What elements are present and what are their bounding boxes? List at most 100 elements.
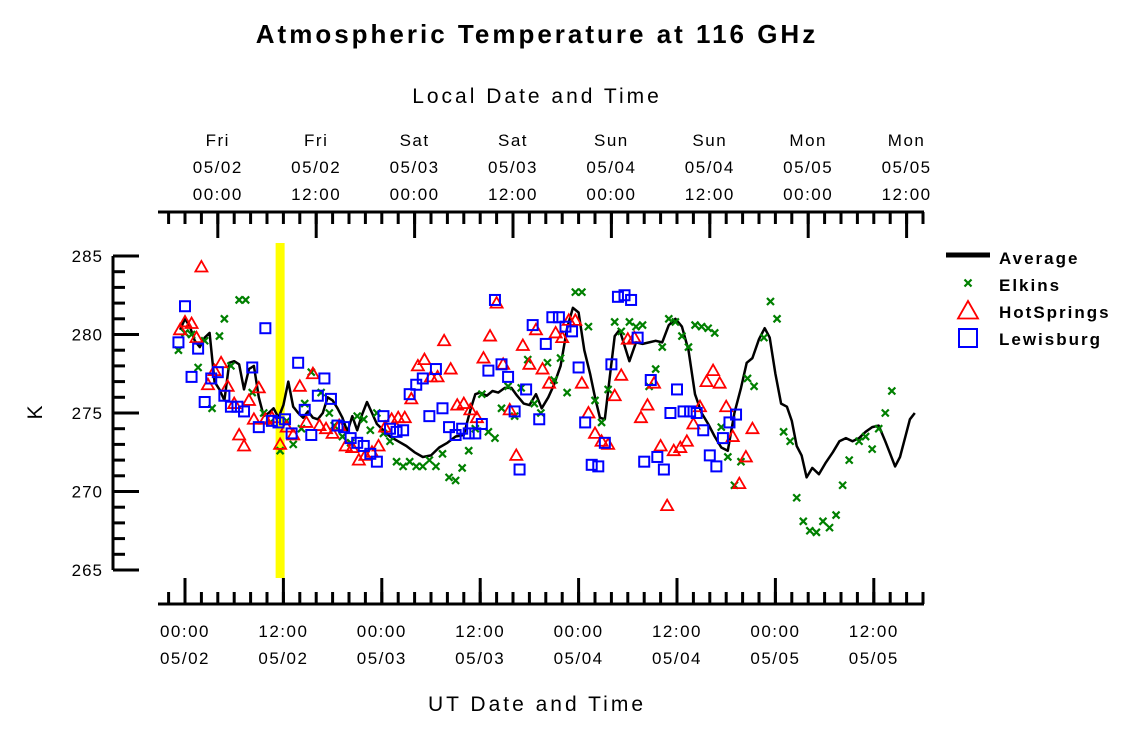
elkins-point bbox=[812, 528, 821, 537]
top-tick-day-label: Mon bbox=[789, 131, 827, 150]
lewisburg-point bbox=[429, 363, 442, 376]
elkins-point bbox=[577, 287, 587, 297]
top-tick-day-label: Sun bbox=[594, 131, 629, 150]
top-tick-date-label: 05/02 bbox=[193, 158, 243, 177]
lewisburg-point bbox=[443, 421, 456, 434]
elkins-point bbox=[325, 408, 334, 418]
elkins-point bbox=[497, 404, 506, 413]
bottom-tick-time-label: 00:00 bbox=[160, 622, 210, 641]
lewisburg-point bbox=[644, 374, 657, 387]
elkins-point bbox=[625, 317, 634, 327]
hotsprings-point bbox=[646, 375, 662, 389]
elkins-point bbox=[657, 342, 667, 352]
elkins-point bbox=[805, 526, 815, 536]
elkins-point bbox=[215, 331, 224, 341]
top-tick-date-label: 05/04 bbox=[586, 158, 636, 177]
hotsprings-point bbox=[344, 439, 360, 453]
top-axis-title: Local Date and Time bbox=[412, 85, 662, 108]
chart-title: Atmospheric Temperature at 116 GHz bbox=[256, 19, 818, 49]
lewisburg-point bbox=[520, 383, 533, 396]
legend-swatch-square bbox=[958, 328, 978, 348]
lewisburg-point bbox=[579, 416, 592, 429]
lewisburg-point bbox=[703, 449, 716, 462]
y-tick-label: 280 bbox=[72, 326, 103, 345]
lewisburg-point bbox=[546, 311, 559, 324]
lewisburg-point bbox=[651, 450, 664, 463]
elkins-point bbox=[405, 457, 414, 466]
hotsprings-point bbox=[220, 378, 236, 392]
lewisburg-point bbox=[410, 378, 423, 391]
hotsprings-point bbox=[184, 315, 200, 329]
lewisburg-point bbox=[449, 428, 462, 441]
lewisburg-point bbox=[566, 325, 579, 338]
y-tick-label: 265 bbox=[72, 561, 103, 580]
elkins-point bbox=[749, 382, 759, 391]
hotsprings-point bbox=[172, 321, 188, 336]
hotsprings-point bbox=[436, 332, 452, 347]
hotsprings-point bbox=[357, 447, 373, 461]
elkins-point bbox=[825, 523, 834, 532]
legend-item-average: Average bbox=[946, 249, 1079, 268]
lewisburg-point bbox=[397, 424, 410, 437]
lewisburg-point bbox=[205, 372, 218, 385]
top-tick-time-label: 00:00 bbox=[783, 185, 833, 204]
lewisburg-point bbox=[716, 432, 729, 445]
elkins-point bbox=[723, 452, 733, 462]
lewisburg-point bbox=[462, 427, 475, 440]
elkins-point bbox=[411, 462, 421, 471]
lewisburg-point bbox=[218, 389, 231, 402]
lewisburg-point bbox=[611, 290, 624, 303]
lewisburg-point bbox=[638, 455, 651, 468]
lewisburg-point bbox=[710, 460, 723, 473]
elkins-point bbox=[234, 295, 244, 305]
bottom-tick-date-label: 05/02 bbox=[160, 649, 210, 668]
lewisburg-point bbox=[539, 337, 552, 350]
elkins-point bbox=[477, 389, 487, 399]
hotsprings-point bbox=[515, 337, 531, 351]
top-tick-time-label: 00:00 bbox=[390, 185, 440, 204]
hotsprings-point bbox=[272, 436, 288, 450]
lewisburg-point bbox=[292, 356, 305, 369]
bottom-tick-date-label: 05/03 bbox=[455, 649, 505, 668]
legend-label: Average bbox=[999, 249, 1079, 268]
elkins-point bbox=[779, 427, 788, 437]
lewisburg-point bbox=[338, 421, 351, 434]
hotsprings-point bbox=[475, 350, 492, 364]
lewisburg-point bbox=[331, 419, 344, 432]
legend-label: Lewisburg bbox=[999, 330, 1102, 349]
elkins-point bbox=[556, 353, 565, 363]
axes-group: 00:00 05/02 12:00 05/02 00:00 05/03 12:00 05/03… bbox=[72, 131, 932, 668]
lewisburg-point bbox=[265, 414, 278, 427]
lewisburg-point bbox=[357, 439, 370, 452]
elkins-point bbox=[536, 408, 546, 418]
lewisburg-point bbox=[377, 410, 390, 423]
top-tick-date-label: 05/05 bbox=[882, 158, 932, 177]
elkins-point bbox=[854, 436, 864, 446]
lewisburg-point bbox=[198, 396, 211, 409]
lewisburg-point bbox=[211, 366, 224, 379]
elkins-point bbox=[352, 411, 362, 421]
lewisburg-point bbox=[533, 413, 546, 426]
hotsprings-point bbox=[554, 329, 570, 344]
elkins-point bbox=[831, 510, 841, 520]
hotsprings-point bbox=[659, 497, 675, 512]
elkins-point bbox=[710, 328, 719, 338]
elkins-point bbox=[651, 364, 660, 374]
hotsprings-point bbox=[482, 328, 498, 342]
lewisburg-point bbox=[224, 400, 237, 413]
elkins-point bbox=[300, 399, 309, 408]
top-tick-day-label: Sun bbox=[692, 131, 727, 150]
lewisburg-point bbox=[657, 463, 670, 476]
elkins-point bbox=[451, 476, 460, 485]
lewisburg-point bbox=[436, 402, 449, 415]
hotsprings-point bbox=[574, 375, 590, 389]
series-average bbox=[178, 306, 916, 479]
hotsprings-point bbox=[685, 416, 701, 430]
elkins-point bbox=[861, 432, 870, 441]
elkins-point bbox=[431, 462, 441, 471]
lewisburg-point bbox=[179, 300, 191, 313]
lewisburg-point bbox=[585, 458, 598, 471]
elkins-point bbox=[874, 424, 883, 433]
lewisburg-point bbox=[684, 405, 697, 418]
lewisburg-point bbox=[697, 424, 710, 437]
